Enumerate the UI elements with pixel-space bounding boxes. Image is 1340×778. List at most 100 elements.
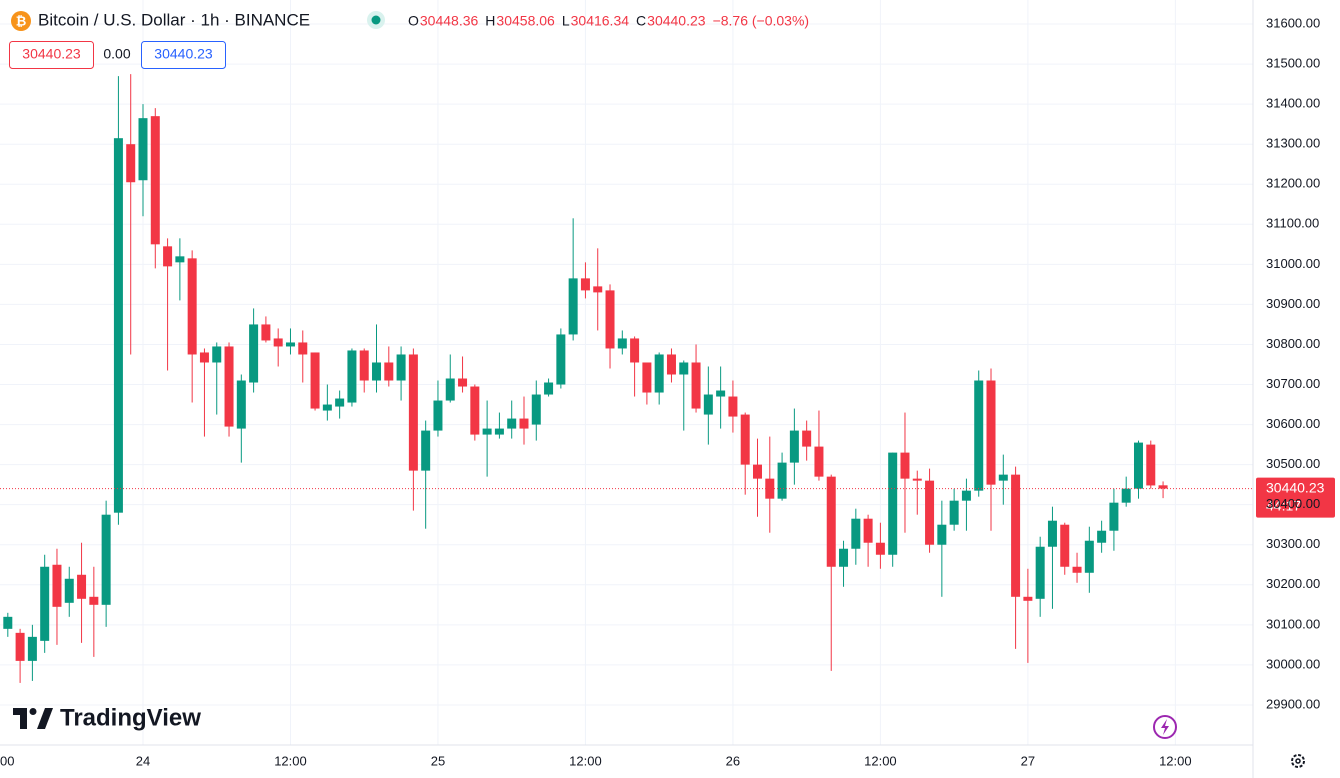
candle-body xyxy=(150,116,160,245)
candle-body xyxy=(1023,596,1033,601)
overlay: 30440.23 44:17 xyxy=(0,477,1335,518)
candle-body xyxy=(335,398,345,407)
candle-body xyxy=(458,378,468,387)
y-tick-label: 31100.00 xyxy=(1266,216,1319,231)
candle-body xyxy=(580,278,590,291)
candle-body xyxy=(777,462,787,499)
candle-body xyxy=(372,362,382,381)
candle-body xyxy=(1035,546,1045,599)
y-tick-label: 31300.00 xyxy=(1266,136,1320,151)
logo-mark xyxy=(37,708,53,729)
candle-body xyxy=(974,380,984,491)
candle-body xyxy=(1109,502,1119,531)
candle-body xyxy=(863,518,873,543)
candle-body xyxy=(851,518,861,549)
candle-body xyxy=(396,354,406,381)
candle-body xyxy=(322,404,332,411)
y-tick-label: 31200.00 xyxy=(1266,176,1320,191)
candle-body xyxy=(507,418,517,429)
alert-icon[interactable] xyxy=(1153,715,1177,739)
y-tick-label: 30800.00 xyxy=(1266,336,1320,351)
candle-body xyxy=(740,414,750,465)
sell-box[interactable] xyxy=(9,41,94,69)
candle-body xyxy=(531,394,541,425)
candle-body xyxy=(900,452,910,479)
candle-body xyxy=(1121,488,1131,503)
candle-body xyxy=(716,390,726,397)
candle-body xyxy=(568,278,578,335)
candle-body xyxy=(433,400,443,431)
candle-body xyxy=(126,144,136,183)
candle-body xyxy=(40,566,50,641)
candle-body xyxy=(101,514,111,605)
candle-body xyxy=(212,346,222,363)
candle-body xyxy=(703,394,713,415)
ohlc-key: H xyxy=(485,13,495,29)
x-tick-label: 26 xyxy=(726,753,740,768)
candle-body xyxy=(347,350,357,403)
candle-body xyxy=(875,542,885,555)
candle-body xyxy=(925,480,935,545)
candle-body xyxy=(113,138,123,513)
candle-body xyxy=(359,350,369,381)
candle-body xyxy=(753,464,762,479)
candle-body xyxy=(937,524,947,545)
candle-body xyxy=(408,354,418,471)
candle-body xyxy=(273,338,283,347)
candle-body xyxy=(949,500,959,525)
btc-icon-glyph: ₿ xyxy=(16,13,27,28)
y-tick-label: 31400.00 xyxy=(1266,96,1320,111)
y-tick-label: 30200.00 xyxy=(1266,576,1320,591)
candle-body xyxy=(261,324,271,341)
candle-body xyxy=(445,378,455,401)
ohlc-value: 30440.23 xyxy=(647,13,706,29)
y-tick-label: 30600.00 xyxy=(1266,416,1320,431)
candle-body xyxy=(3,616,13,629)
candle-body xyxy=(52,564,62,607)
y-tick-label: 29900.00 xyxy=(1266,696,1320,711)
logo: TradingView xyxy=(13,704,201,731)
candle-body xyxy=(494,428,504,435)
candle-body xyxy=(998,474,1008,481)
candle-body xyxy=(728,396,738,417)
candle-body xyxy=(802,430,812,447)
ohlc-value: 30448.36 xyxy=(420,13,479,29)
y-tick-label: 31600.00 xyxy=(1266,15,1320,30)
candle-body xyxy=(839,548,849,567)
alert-icon-bolt xyxy=(1161,719,1169,735)
chart-title: Bitcoin / U.S. Dollar · 1h · BINANCE xyxy=(38,10,310,29)
candle-body xyxy=(187,258,197,355)
candle-body xyxy=(679,362,689,375)
buy-box[interactable] xyxy=(141,41,226,69)
y-tick-label: 30500.00 xyxy=(1266,456,1320,471)
candle-body xyxy=(642,362,652,393)
candle-body xyxy=(826,476,836,567)
x-tick-label: 12:00 xyxy=(1159,753,1192,768)
settings-icon[interactable] xyxy=(1291,754,1305,768)
settings-icon-center xyxy=(1295,758,1301,764)
candle-body xyxy=(310,352,320,409)
candle-body xyxy=(77,574,87,599)
y-tick-label: 30900.00 xyxy=(1266,296,1320,311)
candle-body xyxy=(1084,540,1094,573)
spread: 0.00 xyxy=(103,46,130,62)
candle-body xyxy=(617,338,627,349)
candles xyxy=(3,74,1168,683)
candle-body xyxy=(544,382,554,395)
candle-body xyxy=(666,354,676,375)
x-tick-label: 27 xyxy=(1021,753,1035,768)
candle-body xyxy=(1072,566,1082,573)
ohlc-change: −8.76 (−0.03%) xyxy=(713,13,810,29)
candle-body xyxy=(138,118,148,181)
candle-body xyxy=(912,478,922,481)
candle-body xyxy=(888,452,898,555)
candle-body xyxy=(224,346,234,427)
candle-body xyxy=(556,334,566,385)
countdown: 44:17 xyxy=(1266,497,1301,513)
candle-body xyxy=(765,478,775,499)
candle-body xyxy=(89,596,99,605)
y-tick-label: 31500.00 xyxy=(1266,56,1320,71)
candle-body xyxy=(236,380,246,429)
candle-body xyxy=(482,428,492,435)
ohlc-value: 30416.34 xyxy=(571,13,630,29)
